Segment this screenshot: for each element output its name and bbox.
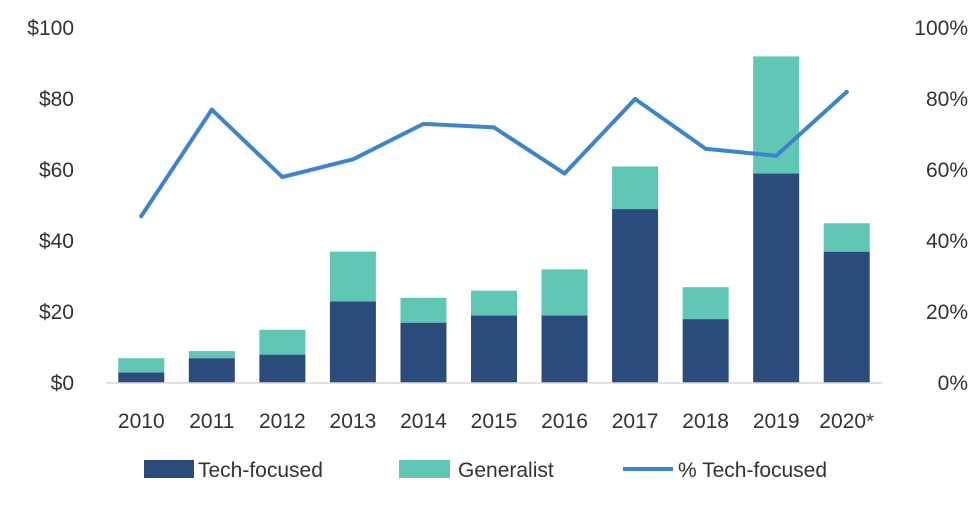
line-point [209,107,214,112]
legend-label: % Tech-focused [678,459,827,482]
x-axis-tick-label: 2018 [682,410,729,433]
bar-generalist [471,290,517,316]
right-axis-tick-label: 60% [926,159,968,182]
bar-generalist [329,251,376,302]
left-axis-tick-label: $60 [39,159,74,182]
x-axis-tick-label: 2015 [471,410,518,433]
right-axis-tick-label: 20% [926,301,968,324]
bar-tech-focused [118,372,165,383]
bar-tech-focused [259,354,306,383]
bar-generalist [188,351,235,359]
bar-tech-focused [400,322,447,383]
right-axis-tick-label: 40% [926,230,968,253]
line-point [421,121,426,126]
x-axis-tick-label: 2017 [612,410,659,433]
left-axis-tick-label: $80 [39,88,74,111]
line-point [844,89,849,94]
bar-generalist [118,358,165,373]
x-axis-tick-label: 2010 [118,410,165,433]
legend: Tech-focused Generalist % Tech-focused [144,459,827,482]
x-axis-tick-label: 2012 [259,410,306,433]
bar-tech-focused [471,315,517,383]
line-point [562,171,567,176]
x-axis-tick-label: 2013 [330,410,377,433]
left-axis-tick-label: $40 [39,230,74,253]
right-axis-tick-label: 0% [938,372,968,395]
bars [118,56,870,383]
bar-generalist [682,287,729,320]
line-point [492,125,496,130]
x-axis-tick-label: 2020* [819,410,874,433]
x-axis-tick-label: 2019 [753,410,800,433]
bar-tech-focused [612,209,659,383]
x-axis: 2010 2011 2012 2013 2014 2015 2016 2017 2018 2019… [118,410,874,433]
bar-tech-focused [753,173,800,383]
bar-generalist [823,223,870,252]
line-point [350,157,355,162]
left-axis: $0 $20 $40 $60 $80 $100 [27,17,74,395]
line-point [139,214,144,219]
right-axis-tick-label: 80% [926,88,968,111]
line-point [703,146,708,151]
bar-tech-focused [188,358,235,383]
bar-generalist [612,166,659,210]
bar-generalist [400,297,447,323]
percent-line-series [139,89,849,219]
bar-tech-focused [682,319,729,383]
bar-tech-focused [823,251,870,383]
bar-generalist [259,329,306,355]
bar-tech-focused [541,315,588,383]
legend-label: Tech-focused [198,459,323,482]
line-point [280,175,285,180]
x-axis-tick-label: 2014 [400,410,447,433]
legend-swatch [399,460,450,478]
right-axis-tick-label: 100% [914,17,968,40]
line-percent-tech-focused [139,89,849,219]
left-axis-tick-label: $0 [51,372,74,395]
x-axis-tick-label: 2011 [189,410,234,433]
legend-swatch [144,460,194,478]
line-point [633,97,638,101]
bar-tech-focused [329,301,376,383]
left-axis-tick-label: $20 [39,301,74,324]
line-point [774,153,779,158]
left-axis-tick-label: $100 [27,17,74,40]
bar-generalist [541,269,588,316]
x-axis-tick-label: 2016 [541,410,588,433]
legend-label: Generalist [458,459,554,482]
right-axis: 0% 20% 40% 60% 80% 100% [914,17,968,395]
